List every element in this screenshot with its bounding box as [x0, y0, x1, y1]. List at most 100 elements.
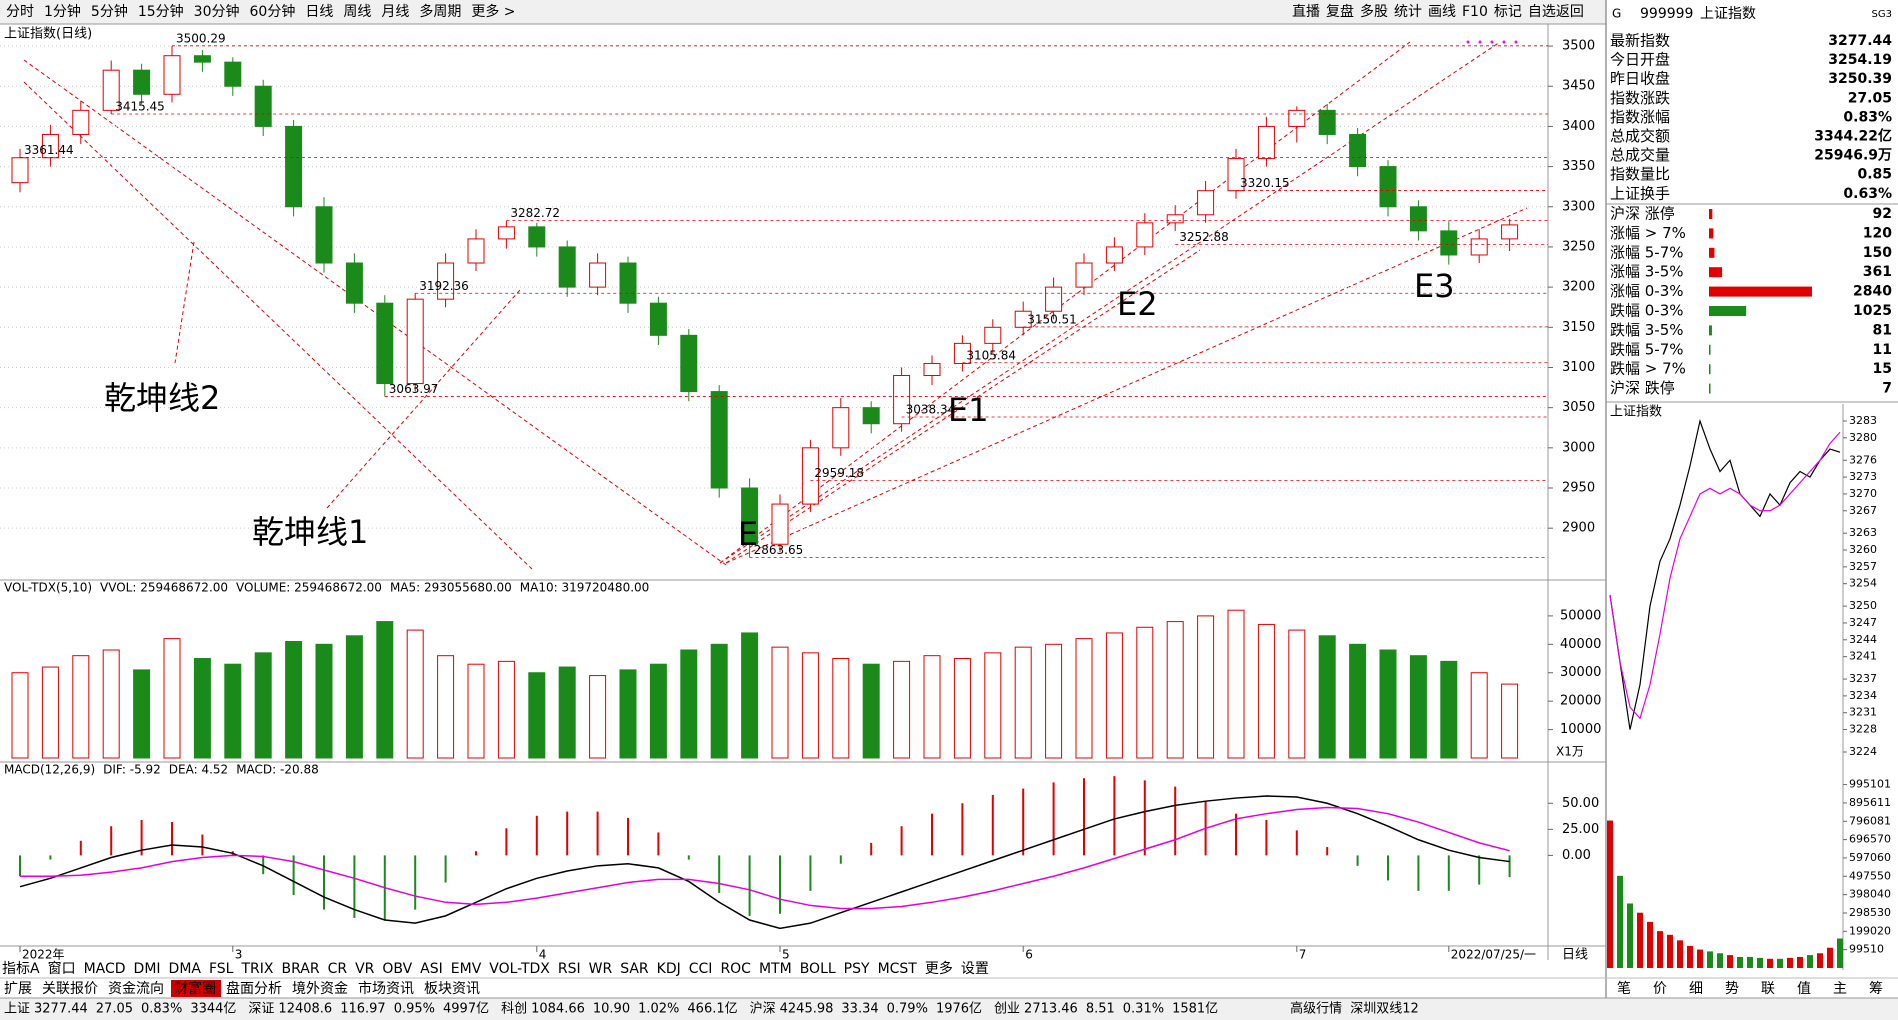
- indicator-tab[interactable]: 指标A: [2, 961, 40, 977]
- side-tab[interactable]: 联: [1761, 981, 1775, 997]
- tool-button[interactable]: 复盘: [1326, 3, 1354, 20]
- volume-bar: [285, 640, 303, 759]
- bottom-tab[interactable]: 财富圈: [174, 980, 216, 997]
- period-tab[interactable]: 分时: [6, 4, 34, 20]
- indicator-tab[interactable]: PSY: [844, 961, 870, 977]
- y-tick-label: 3150: [1562, 320, 1595, 335]
- side-tab[interactable]: 势: [1725, 981, 1739, 997]
- volume-bar: [680, 649, 698, 759]
- tool-button[interactable]: 标记: [1494, 4, 1522, 20]
- bottom-tab[interactable]: 盘面分析: [226, 980, 282, 997]
- indicator-tab[interactable]: VOL-TDX: [489, 961, 550, 977]
- period-tab[interactable]: 60分钟: [250, 3, 296, 20]
- period-label: 日线: [1562, 948, 1588, 963]
- tool-button[interactable]: 多股: [1360, 3, 1388, 20]
- stock-code: 999999: [1640, 6, 1693, 22]
- bottom-tab[interactable]: 资金流向: [108, 981, 164, 997]
- tool-button[interactable]: 画线: [1428, 4, 1456, 20]
- tool-button[interactable]: 直播: [1292, 3, 1320, 20]
- y-tick-label: 3224: [1849, 745, 1877, 758]
- y-tick-label: 298530: [1849, 906, 1891, 919]
- dif-line: [19, 795, 1510, 930]
- bottom-tab[interactable]: 扩展: [4, 981, 32, 997]
- tool-button[interactable]: 统计: [1394, 4, 1422, 20]
- quote-value: 3254.19: [1828, 52, 1892, 68]
- side-tab[interactable]: 细: [1689, 981, 1703, 997]
- period-tab[interactable]: 30分钟: [194, 3, 240, 20]
- period-tab[interactable]: 周线: [343, 4, 371, 20]
- volume-bar: [1257, 623, 1275, 759]
- intraday-volume-bar: [1667, 934, 1673, 968]
- period-tab[interactable]: 多周期: [419, 3, 461, 20]
- y-tick-label: 3231: [1849, 706, 1877, 719]
- indicator-tab[interactable]: OBV: [382, 961, 412, 977]
- tool-button[interactable]: F10: [1462, 4, 1488, 20]
- intraday-volume-bar: [1817, 953, 1823, 968]
- side-tab[interactable]: 笔: [1617, 981, 1631, 997]
- candle-body: [1470, 238, 1488, 256]
- quote-label: 上证换手: [1610, 184, 1670, 202]
- candle-body: [1501, 224, 1519, 240]
- indicator-tab[interactable]: ASI: [420, 961, 443, 977]
- indicator-tab[interactable]: MACD: [84, 961, 126, 977]
- indicator-tab[interactable]: BRAR: [281, 961, 319, 977]
- quote-label: 指数量比: [1610, 165, 1670, 183]
- indicator-tab[interactable]: SAR: [620, 961, 649, 977]
- price-label: 3150.51: [1027, 312, 1077, 326]
- side-tab[interactable]: 筹: [1869, 980, 1883, 997]
- period-tab[interactable]: 更多 >: [471, 3, 515, 20]
- marker-dots: [1466, 40, 1518, 44]
- bottom-tab[interactable]: 境外资金: [292, 981, 348, 997]
- indicator-tab[interactable]: DMI: [134, 961, 161, 977]
- bottom-tab[interactable]: 关联报价: [42, 981, 98, 997]
- indicator-tab[interactable]: FSL: [209, 961, 234, 977]
- indicator-tab[interactable]: ROC: [720, 961, 751, 977]
- period-tab[interactable]: 5分钟: [91, 3, 128, 20]
- period-tab[interactable]: 15分钟: [138, 3, 184, 20]
- indicator-tab[interactable]: KDJ: [657, 961, 681, 977]
- indicator-tab[interactable]: EMV: [451, 961, 482, 977]
- tool-button[interactable]: 自选返回: [1528, 4, 1584, 20]
- y-tick-label: 3280: [1849, 431, 1877, 444]
- y-tick-label: 20000: [1560, 694, 1601, 709]
- indicator-tab[interactable]: CR: [328, 961, 348, 977]
- side-tab[interactable]: 值: [1797, 981, 1811, 997]
- indicator-tab[interactable]: 更多: [925, 960, 953, 977]
- indicator-tab[interactable]: CCI: [689, 961, 713, 977]
- status-value: 12408.6: [278, 1002, 332, 1017]
- indicator-tab[interactable]: WR: [589, 961, 613, 977]
- indicator-tab[interactable]: RSI: [558, 961, 581, 977]
- indicator-tab[interactable]: MTM: [759, 961, 792, 977]
- bottom-tab[interactable]: 市场资讯: [358, 980, 414, 997]
- breadth-label: 沪深 跌停: [1610, 379, 1675, 397]
- intraday-title: 上证指数: [1610, 405, 1662, 420]
- status-value: 3277.44: [34, 1002, 88, 1017]
- y-tick-label: 3273: [1849, 470, 1877, 483]
- indicator-tab[interactable]: TRIX: [240, 961, 273, 977]
- annotation: E: [738, 515, 758, 553]
- bottom-tab[interactable]: 板块资讯: [424, 981, 480, 997]
- indicator-tab[interactable]: 设置: [961, 961, 989, 977]
- volume-bar: [558, 666, 576, 759]
- period-tab[interactable]: 1分钟: [44, 3, 81, 20]
- indicator-tab[interactable]: 窗口: [48, 960, 76, 977]
- volume-bar: [133, 669, 151, 759]
- candle-body: [1318, 109, 1336, 135]
- y-tick-label: 3100: [1562, 360, 1595, 375]
- period-tab[interactable]: 日线: [305, 4, 333, 20]
- candle-body: [649, 302, 667, 336]
- period-tab[interactable]: 月线: [381, 4, 409, 20]
- quote-value: 25946.9万: [1814, 148, 1892, 164]
- intraday-volume-bar: [1827, 947, 1833, 968]
- indicator-tab[interactable]: DMA: [169, 961, 202, 977]
- indicator-tab[interactable]: BOLL: [800, 961, 836, 977]
- side-tab[interactable]: 价: [1653, 981, 1667, 997]
- quote-label: 昨日收盘: [1610, 70, 1670, 88]
- side-tab[interactable]: 主: [1833, 981, 1847, 997]
- indicator-tab[interactable]: VR: [355, 961, 375, 977]
- indicator-tab[interactable]: MCST: [878, 961, 918, 977]
- intraday-volume-bar: [1757, 957, 1763, 968]
- price-label: 3038.34: [906, 403, 956, 417]
- volume-bar: [923, 655, 941, 759]
